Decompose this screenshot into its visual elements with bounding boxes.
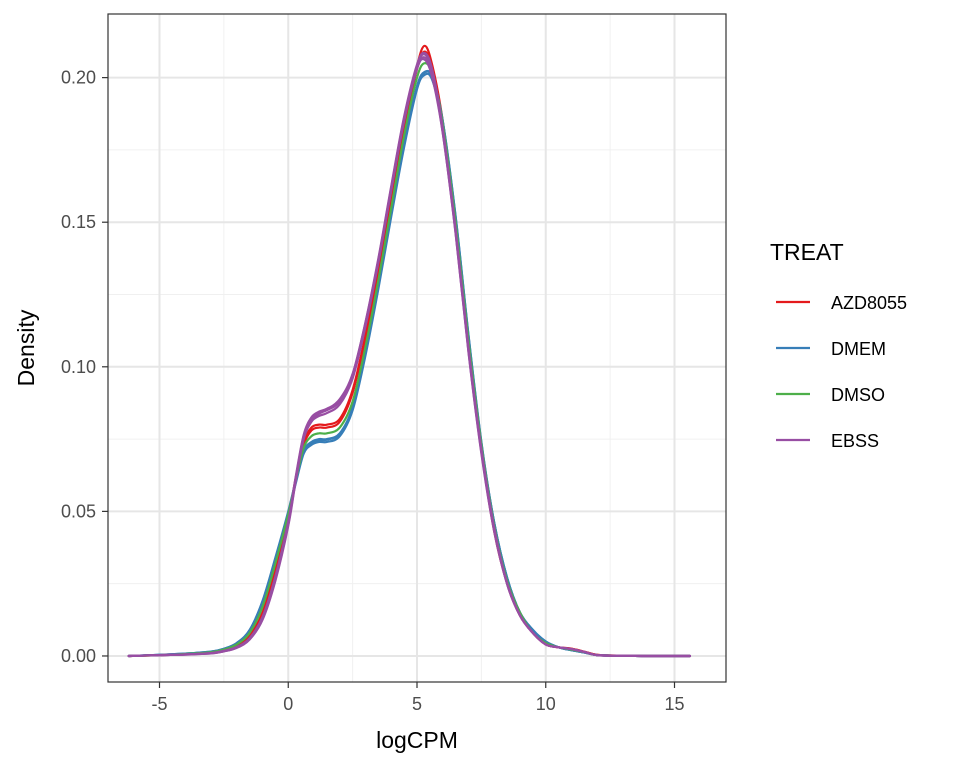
major-gridlines	[108, 14, 726, 682]
x-axis: -5 0 5 10 15	[151, 682, 685, 714]
y-axis-title: Density	[13, 309, 39, 386]
density-line-ebss	[127, 57, 692, 658]
x-axis-title: logCPM	[376, 727, 458, 753]
legend-label-dmso: DMSO	[831, 385, 885, 405]
y-tick-label: 0.20	[61, 68, 96, 88]
legend-label-ebss: EBSS	[831, 431, 879, 451]
y-tick-label: 0.00	[61, 646, 96, 666]
legend-entries: AZD8055 DMEM DMSO EBSS	[776, 293, 907, 451]
legend-label-dmem: DMEM	[831, 339, 886, 359]
x-tick-label: 10	[536, 694, 556, 714]
x-tick-label: -5	[151, 694, 167, 714]
x-tick-label: 15	[664, 694, 684, 714]
legend-title: TREAT	[770, 239, 844, 265]
y-axis: 0.00 0.05 0.10 0.15 0.20	[61, 68, 108, 666]
y-tick-label: 0.15	[61, 212, 96, 232]
density-lines	[127, 44, 692, 658]
legend: TREAT AZD8055 DMEM DMSO EBSS	[770, 239, 907, 451]
x-tick-label: 0	[283, 694, 293, 714]
legend-label-azd8055: AZD8055	[831, 293, 907, 313]
density-line-dmso	[127, 62, 692, 658]
x-tick-label: 5	[412, 694, 422, 714]
y-tick-label: 0.05	[61, 501, 96, 521]
y-tick-label: 0.10	[61, 357, 96, 377]
